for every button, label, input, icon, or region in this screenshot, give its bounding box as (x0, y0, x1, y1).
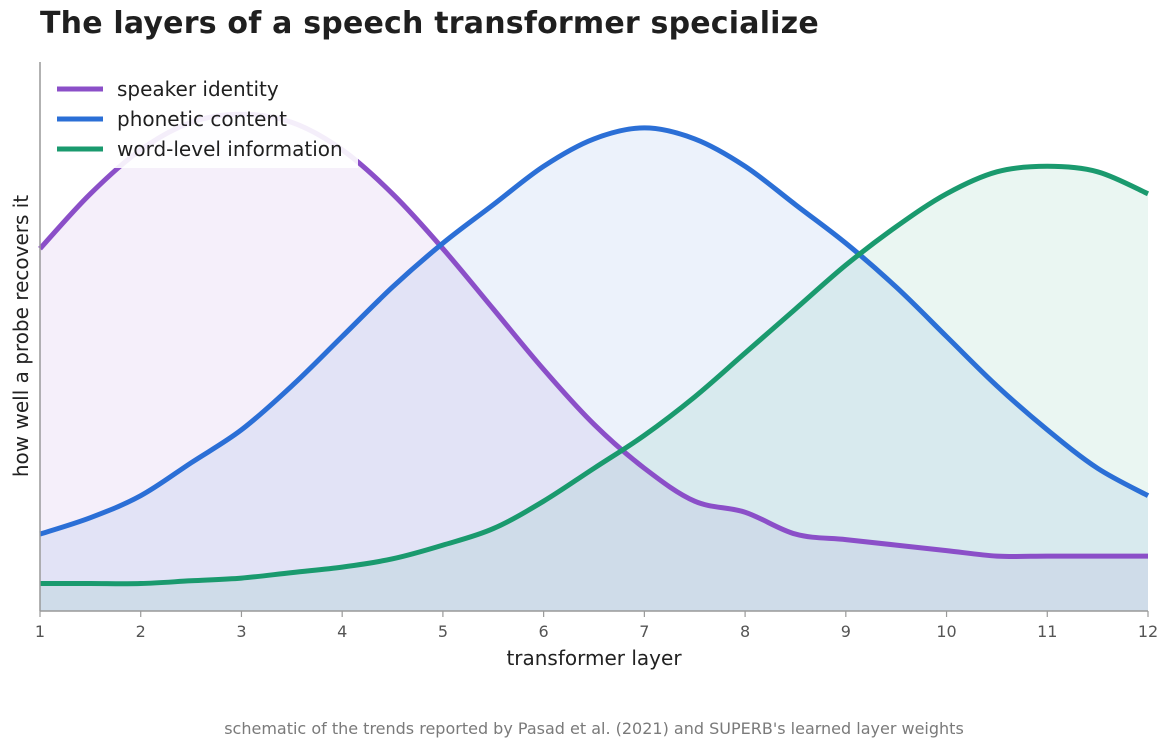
area-fill-speaker-identity (40, 114, 1148, 611)
x-tick-label: 3 (236, 622, 246, 641)
area-fill-phonetic-content (40, 127, 1148, 612)
chart-caption: schematic of the trends reported by Pasa… (224, 719, 964, 738)
legend-label-speaker-identity: speaker identity (117, 77, 279, 101)
y-axis-title: how well a probe recovers it (9, 195, 33, 477)
x-tick-label: 5 (438, 622, 448, 641)
legend-label-word-level-information: word-level information (117, 137, 343, 161)
x-tick-label: 4 (337, 622, 347, 641)
x-tick-label: 2 (136, 622, 146, 641)
x-tick-label: 1 (35, 622, 45, 641)
x-tick-label: 10 (936, 622, 956, 641)
series-line-phonetic-content (39, 125, 1150, 537)
x-tick-label: 7 (639, 622, 649, 641)
x-tick-label: 12 (1138, 622, 1158, 641)
x-tick-label: 6 (539, 622, 549, 641)
area-fills (40, 114, 1148, 612)
x-ticks: 1 2 3 4 5 6 7 8 9 10 11 12 (35, 611, 1158, 641)
legend: speaker identity phonetic content word-lev… (46, 70, 358, 168)
axes (39, 62, 1148, 612)
x-tick-label: 11 (1037, 622, 1057, 641)
x-tick-label: 8 (740, 622, 750, 641)
area-fill-word-level-information (40, 166, 1148, 612)
legend-label-phonetic-content: phonetic content (117, 107, 287, 131)
x-axis-title: transformer layer (506, 646, 682, 670)
chart-title: The layers of a speech transformer speci… (40, 6, 819, 41)
series-line-word-level-information (40, 163, 1150, 587)
x-tick-label: 9 (841, 622, 851, 641)
